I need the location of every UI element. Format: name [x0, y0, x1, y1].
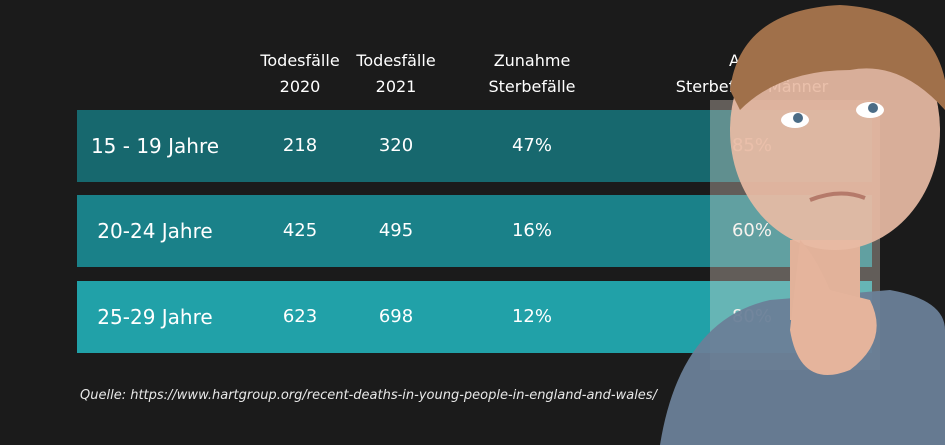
column-header: Todesfälle 2021: [296, 48, 496, 100]
cell: 320: [378, 135, 414, 156]
hand: [790, 240, 877, 375]
pupil: [793, 113, 803, 123]
source: Quelle: https://www.hartgroup.org/recent…: [80, 388, 657, 403]
cell: 623: [282, 306, 318, 327]
cell: 12%: [511, 306, 552, 327]
row-label: 15 - 19 Jahre: [90, 134, 220, 158]
row-label: 20-24 Jahre: [97, 219, 213, 243]
cell: 425: [282, 220, 318, 241]
header-line: 2020: [279, 77, 321, 96]
column-header: Zunahme Sterbefälle: [432, 48, 632, 100]
cell: 16%: [511, 220, 552, 241]
mouth: [809, 191, 866, 202]
header-line: Sterbefälle: [488, 77, 576, 96]
header-line: Zunahme: [493, 51, 571, 70]
hair: [730, 5, 945, 110]
header-line: Todesfälle: [260, 51, 340, 70]
cell: 60%: [731, 220, 772, 241]
pupil: [868, 103, 878, 113]
cell: 698: [378, 306, 414, 327]
row-label: 25-29 Jahre: [97, 305, 213, 329]
header-line: Todesfälle: [356, 51, 436, 70]
cell: 495: [378, 220, 414, 241]
person-photo: [660, 5, 945, 445]
header-line: 2021: [375, 77, 417, 96]
cell: 47%: [511, 135, 552, 156]
cell: 218: [282, 135, 318, 156]
row-band: [77, 195, 872, 267]
column-header: Todesfälle 2020: [200, 48, 400, 100]
